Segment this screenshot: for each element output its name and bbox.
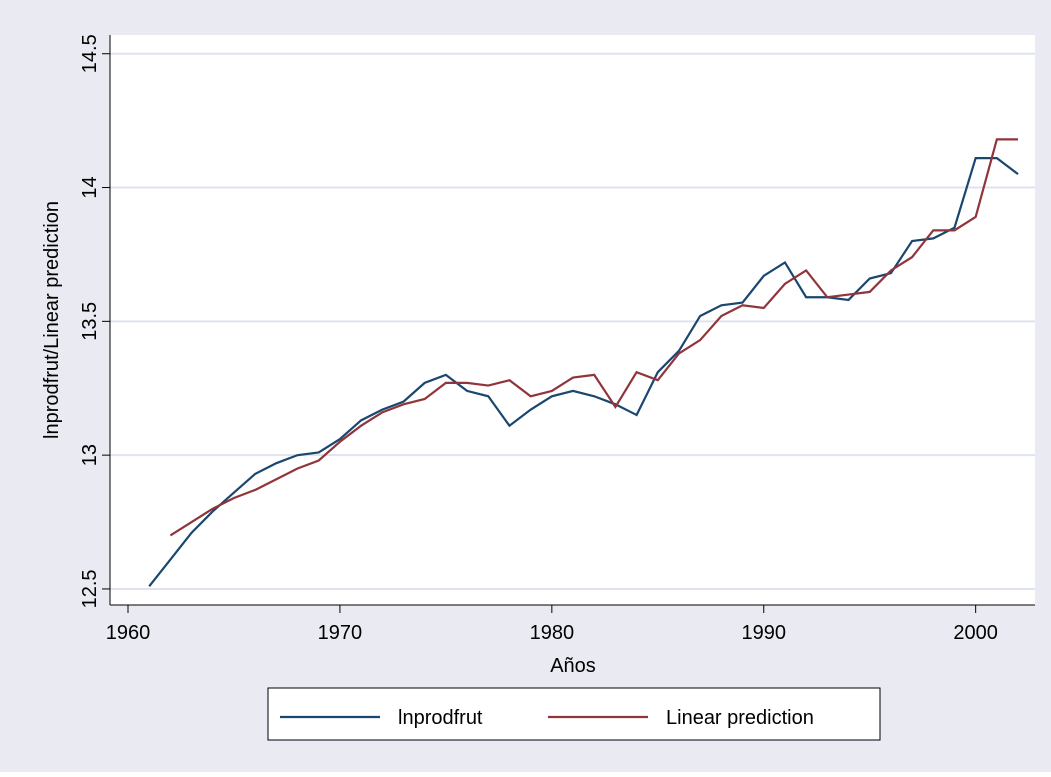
legend-box bbox=[267, 687, 881, 741]
line-series bbox=[148, 156, 1019, 587]
y-tick-label: 13 bbox=[79, 444, 101, 466]
legend-label: lnprodfrut bbox=[398, 707, 483, 729]
plot-area bbox=[110, 35, 1035, 605]
x-tick-label: 1980 bbox=[530, 622, 575, 644]
x-tick-label: 1960 bbox=[106, 622, 151, 644]
x-axis-label: Años bbox=[550, 655, 596, 677]
y-tick-label: 13.5 bbox=[79, 302, 101, 341]
y-tick-label: 14.5 bbox=[79, 34, 101, 73]
legend-label: Linear prediction bbox=[666, 707, 814, 729]
x-tick-label: 1990 bbox=[742, 622, 787, 644]
x-tick-label: 2000 bbox=[953, 622, 998, 644]
y-tick-label: 12.5 bbox=[79, 569, 101, 608]
x-tick-label: 1970 bbox=[318, 622, 363, 644]
y-tick-label: 14 bbox=[79, 176, 101, 198]
line-series bbox=[169, 138, 1019, 537]
y-axis-label: lnprodfrut/Linear prediction bbox=[41, 201, 63, 439]
